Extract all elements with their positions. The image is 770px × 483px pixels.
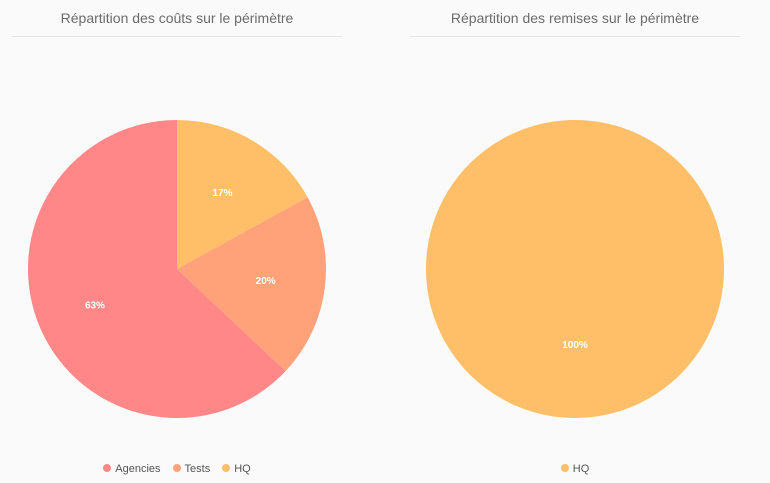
legend-label: Tests [184,463,211,475]
cost-chart-legend: Agencies Tests HQ [12,463,342,475]
slice-label-hq: 17% [213,188,233,199]
discount-chart-title: Répartition des remises sur le périmètre [450,10,700,26]
legend-label: HQ [234,463,251,475]
cost-pie-chart: 17% 20% 63% [28,120,327,418]
legend-dot-icon [172,464,181,472]
legend-label: Agencies [115,463,161,475]
discount-chart-panel: Répartition des remises sur le périmètre… [410,0,740,483]
cost-chart-panel: Répartition des coûts sur le périmètre 1… [12,0,342,483]
title-divider [12,36,342,37]
title-divider [410,36,740,37]
pie-slice-agencies[interactable] [28,120,286,418]
legend-item-hq[interactable]: HQ [222,463,251,475]
slice-label-agencies: 63% [85,301,105,312]
pie-slice-tests[interactable] [177,197,327,371]
discount-pie-chart: 100% [426,120,724,418]
discount-chart-legend: HQ [410,463,740,475]
legend-dot-icon [560,464,569,472]
slice-label-tests: 20% [256,276,276,287]
pie-slice-hq[interactable] [177,120,308,269]
legend-dot-icon [103,464,112,472]
legend-item-agencies[interactable]: Agencies [103,463,161,475]
cost-chart-title: Répartition des coûts sur le périmètre [60,10,294,26]
legend-item-hq[interactable]: HQ [560,463,590,475]
legend-item-tests[interactable]: Tests [172,463,211,475]
pie-slice-hq[interactable] [426,120,724,418]
legend-label: HQ [572,463,590,475]
slice-label-hq: 100% [562,340,588,351]
legend-dot-icon [222,464,231,472]
